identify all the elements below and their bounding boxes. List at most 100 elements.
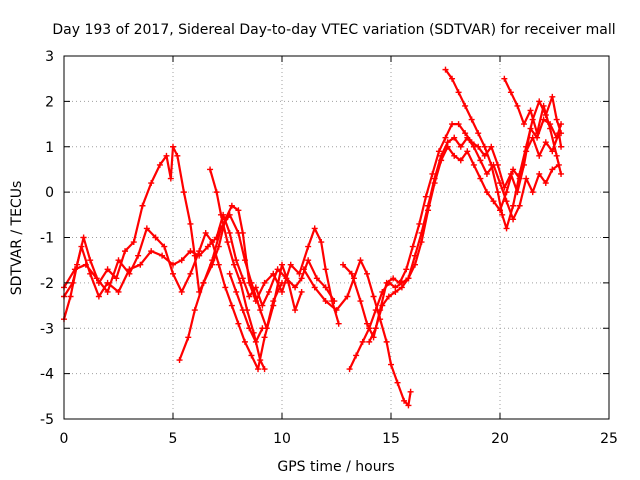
data-point — [311, 225, 318, 232]
data-series-6 — [226, 270, 266, 345]
series-trace — [62, 227, 303, 371]
data-point — [115, 288, 122, 295]
data-point — [401, 397, 408, 404]
data-point — [457, 143, 464, 150]
data-series-8 — [346, 130, 565, 373]
x-tick-label: 10 — [273, 431, 291, 447]
data-point — [540, 102, 547, 109]
chart-title: Day 193 of 2017, Sidereal Day-to-day VTE… — [52, 22, 615, 38]
data-point — [553, 152, 560, 159]
data-point — [115, 257, 122, 264]
data-point — [248, 279, 255, 286]
data-point — [285, 279, 292, 286]
data-point — [547, 125, 554, 132]
series-trace — [503, 77, 563, 176]
data-point — [187, 270, 194, 277]
data-point — [477, 175, 484, 182]
y-tick-label: -1 — [40, 231, 54, 247]
data-point — [464, 134, 471, 141]
data-point — [462, 102, 469, 109]
y-tick-label: -3 — [40, 321, 54, 337]
series-trace — [62, 145, 340, 325]
data-point — [364, 270, 371, 277]
y-tick-label: 0 — [45, 185, 54, 201]
data-point — [366, 338, 373, 345]
data-point — [481, 143, 488, 150]
x-tick-label: 5 — [169, 431, 178, 447]
data-point — [322, 266, 329, 273]
data-point — [231, 261, 238, 268]
data-point — [462, 130, 469, 137]
y-tick-label: 1 — [45, 140, 54, 156]
y-tick-label: -5 — [40, 412, 54, 428]
data-point — [405, 275, 412, 282]
data-point — [204, 243, 211, 250]
data-point — [156, 161, 163, 168]
data-point — [274, 266, 281, 273]
grid — [64, 56, 609, 419]
x-tick-label: 15 — [382, 431, 400, 447]
data-point — [379, 302, 386, 309]
data-point — [217, 225, 224, 232]
data-point — [438, 152, 445, 159]
y-tick-label: -4 — [40, 367, 54, 383]
data-point — [457, 157, 464, 164]
data-point — [455, 89, 462, 96]
data-point — [296, 270, 303, 277]
data-point — [464, 148, 471, 155]
data-point — [516, 202, 523, 209]
data-point — [540, 116, 547, 123]
data-point — [418, 229, 425, 236]
data-point — [348, 270, 355, 277]
data-point — [224, 239, 231, 246]
data-point — [388, 361, 394, 368]
data-point — [78, 243, 85, 250]
data-point — [104, 288, 111, 295]
data-point — [170, 270, 176, 277]
data-point — [470, 143, 477, 150]
data-point — [148, 180, 155, 187]
data-point — [130, 239, 137, 246]
data-point — [187, 248, 194, 255]
data-point — [516, 170, 523, 177]
data-point — [372, 325, 379, 332]
data-point — [520, 121, 527, 128]
series-trace — [228, 272, 264, 343]
data-point — [248, 352, 255, 359]
data-series-5 — [207, 166, 268, 373]
data-point — [394, 379, 401, 386]
data-point — [261, 366, 268, 373]
data-point — [239, 275, 246, 282]
series-trace — [368, 136, 560, 343]
data-point — [233, 257, 240, 264]
data-point — [318, 239, 325, 246]
data-point — [542, 139, 549, 146]
data-point — [69, 279, 76, 286]
data-point — [279, 288, 285, 295]
data-point — [514, 102, 521, 109]
data-point — [536, 170, 543, 177]
data-series-12 — [501, 75, 565, 177]
data-point — [422, 193, 429, 200]
data-series-4 — [176, 211, 285, 364]
data-point — [529, 189, 536, 196]
data-point — [252, 338, 259, 345]
data-point — [331, 298, 338, 305]
data-point — [481, 152, 488, 159]
data-point — [527, 107, 534, 114]
data-point — [523, 143, 530, 150]
data-point — [305, 243, 312, 250]
data-point — [553, 116, 560, 123]
data-point — [178, 257, 185, 264]
data-point — [298, 288, 305, 295]
data-point — [558, 170, 565, 177]
data-point — [279, 279, 285, 286]
data-point — [226, 229, 233, 236]
data-point — [510, 202, 517, 209]
data-point — [490, 198, 497, 205]
x-tick-label: 0 — [60, 431, 69, 447]
y-axis-label: SDTVAR / TECUs — [9, 181, 25, 296]
data-point — [416, 220, 423, 227]
data-point — [235, 207, 242, 214]
data-point — [265, 288, 272, 295]
